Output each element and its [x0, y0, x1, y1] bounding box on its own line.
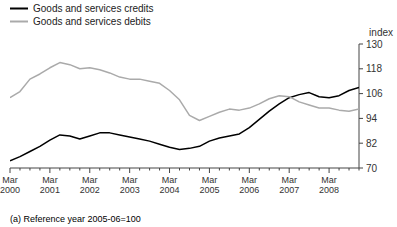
x-minor-tick	[119, 168, 120, 171]
x-minor-tick	[59, 168, 60, 171]
x-minor-tick	[139, 168, 140, 171]
x-tick	[129, 168, 130, 173]
series-line	[10, 87, 359, 160]
x-minor-tick	[99, 168, 100, 171]
x-tick-label: Mar2000	[0, 175, 20, 195]
x-minor-tick	[189, 168, 190, 171]
x-tick-label: Mar2006	[239, 175, 259, 195]
y-tick	[359, 68, 363, 69]
x-tick-label: Mar2005	[199, 175, 219, 195]
x-tick-label: Mar2007	[279, 175, 299, 195]
x-minor-tick	[219, 168, 220, 171]
x-tick	[289, 168, 290, 173]
x-minor-tick	[239, 168, 240, 171]
y-tick	[359, 168, 363, 169]
legend: Goods and services credits Goods and serv…	[10, 3, 154, 27]
legend-label: Goods and services debits	[33, 16, 151, 27]
x-minor-tick	[109, 168, 110, 171]
x-minor-tick	[259, 168, 260, 171]
x-minor-tick	[299, 168, 300, 171]
y-axis-label: index	[369, 27, 393, 38]
y-tick-label: 82	[366, 138, 378, 149]
series-line	[10, 63, 359, 121]
y-tick-label: 94	[366, 113, 378, 124]
legend-swatch	[10, 21, 28, 23]
x-minor-tick	[279, 168, 280, 171]
x-tick	[89, 168, 90, 173]
x-tick-label: Mar2001	[40, 175, 60, 195]
plot-area	[10, 63, 359, 161]
x-tick-label: Mar2004	[160, 175, 180, 195]
x-minor-tick	[159, 168, 160, 171]
chart: 70 82 94 106 118 130index Mar2000 Mar2001 Mar200…	[0, 0, 397, 227]
x-tick-label: Mar2002	[80, 175, 100, 195]
legend-swatch	[10, 8, 28, 10]
y-tick	[359, 44, 363, 45]
x-minor-tick	[359, 168, 360, 171]
x-tick	[209, 168, 210, 173]
x-minor-tick	[229, 168, 230, 171]
x-minor-tick	[309, 168, 310, 171]
x-minor-tick	[319, 168, 320, 171]
x-axis-line	[10, 168, 359, 169]
x-minor-tick	[199, 168, 200, 171]
legend-label: Goods and services credits	[33, 3, 154, 14]
y-tick-label: 118	[366, 63, 382, 74]
x-minor-tick	[179, 168, 180, 171]
x-tick-label: Mar2008	[319, 175, 339, 195]
x-minor-tick	[39, 168, 40, 171]
x-minor-tick	[29, 168, 30, 171]
x-minor-tick	[69, 168, 70, 171]
x-minor-tick	[349, 168, 350, 171]
x-minor-tick	[79, 168, 80, 171]
x-tick	[169, 168, 170, 173]
y-tick-label: 130	[366, 39, 383, 50]
x-minor-tick	[339, 168, 340, 171]
y-tick-label: 70	[366, 163, 378, 174]
x-tick	[329, 168, 330, 173]
footnote: (a) Reference year 2005-06=100	[10, 214, 141, 224]
x-minor-tick	[269, 168, 270, 171]
y-tick	[359, 118, 363, 119]
y-axis-line	[359, 44, 360, 168]
x-tick	[10, 168, 11, 173]
y-tick-label: 106	[366, 88, 383, 99]
x-tick	[249, 168, 250, 173]
x-minor-tick	[149, 168, 150, 171]
x-tick-label: Mar2003	[120, 175, 140, 195]
y-tick	[359, 93, 363, 94]
y-tick	[359, 143, 363, 144]
x-tick	[49, 168, 50, 173]
x-minor-tick	[19, 168, 20, 171]
